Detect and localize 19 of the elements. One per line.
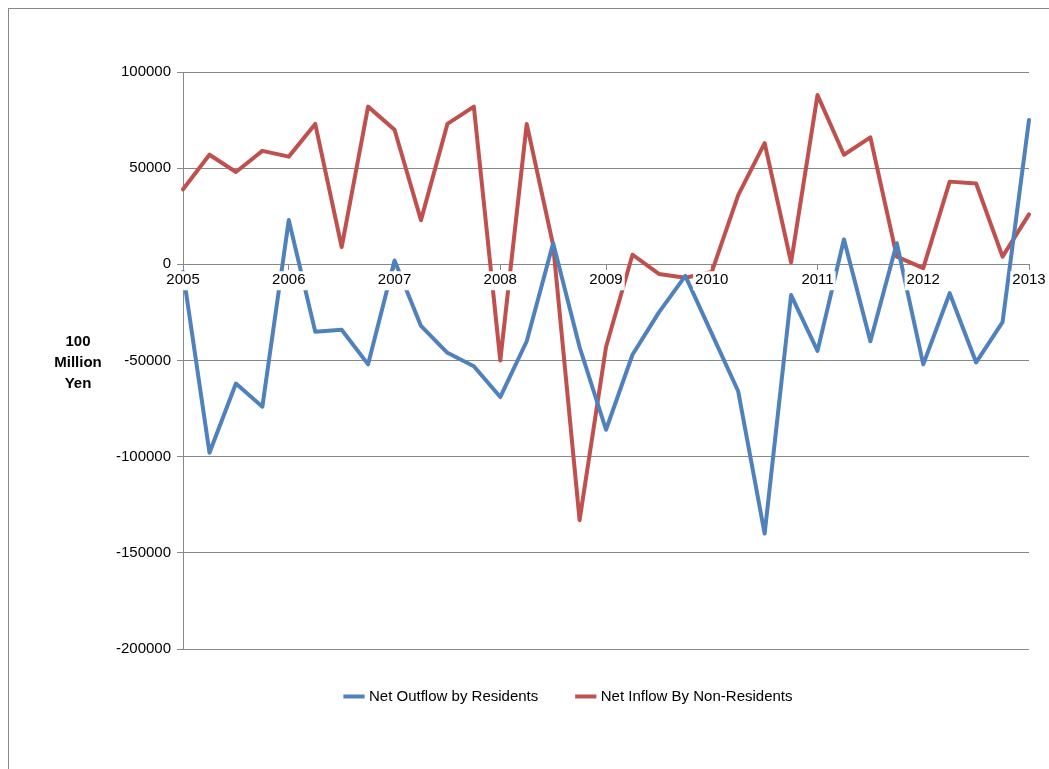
legend-label: Net Inflow By Non-Residents (600, 686, 793, 704)
x-tick-label: 2009 (589, 269, 623, 287)
x-tick-label: 2007 (377, 269, 412, 287)
y-tick-label: 100000 (120, 62, 172, 80)
y-axis-title: 100 Million Yen (53, 331, 103, 393)
x-tick-label: 2010 (695, 269, 729, 287)
x-tick-label: 2011 (801, 269, 834, 287)
y-tick-label: -100000 (115, 446, 172, 464)
y-tick-label: 50000 (129, 158, 172, 176)
y-tick-label: -150000 (115, 542, 172, 560)
legend-label: Net Outflow by Residents (369, 686, 539, 704)
y-tick-label: -200000 (115, 639, 172, 657)
y-tick-label: -50000 (124, 350, 172, 368)
x-tick-label: 2013 (1012, 269, 1046, 287)
x-tick-label: 2006 (272, 269, 306, 287)
y-tick-label: 0 (162, 254, 172, 272)
x-tick-label: 2012 (906, 269, 940, 287)
x-tick-label: 2005 (166, 269, 200, 287)
x-tick-label: 2008 (483, 269, 517, 287)
